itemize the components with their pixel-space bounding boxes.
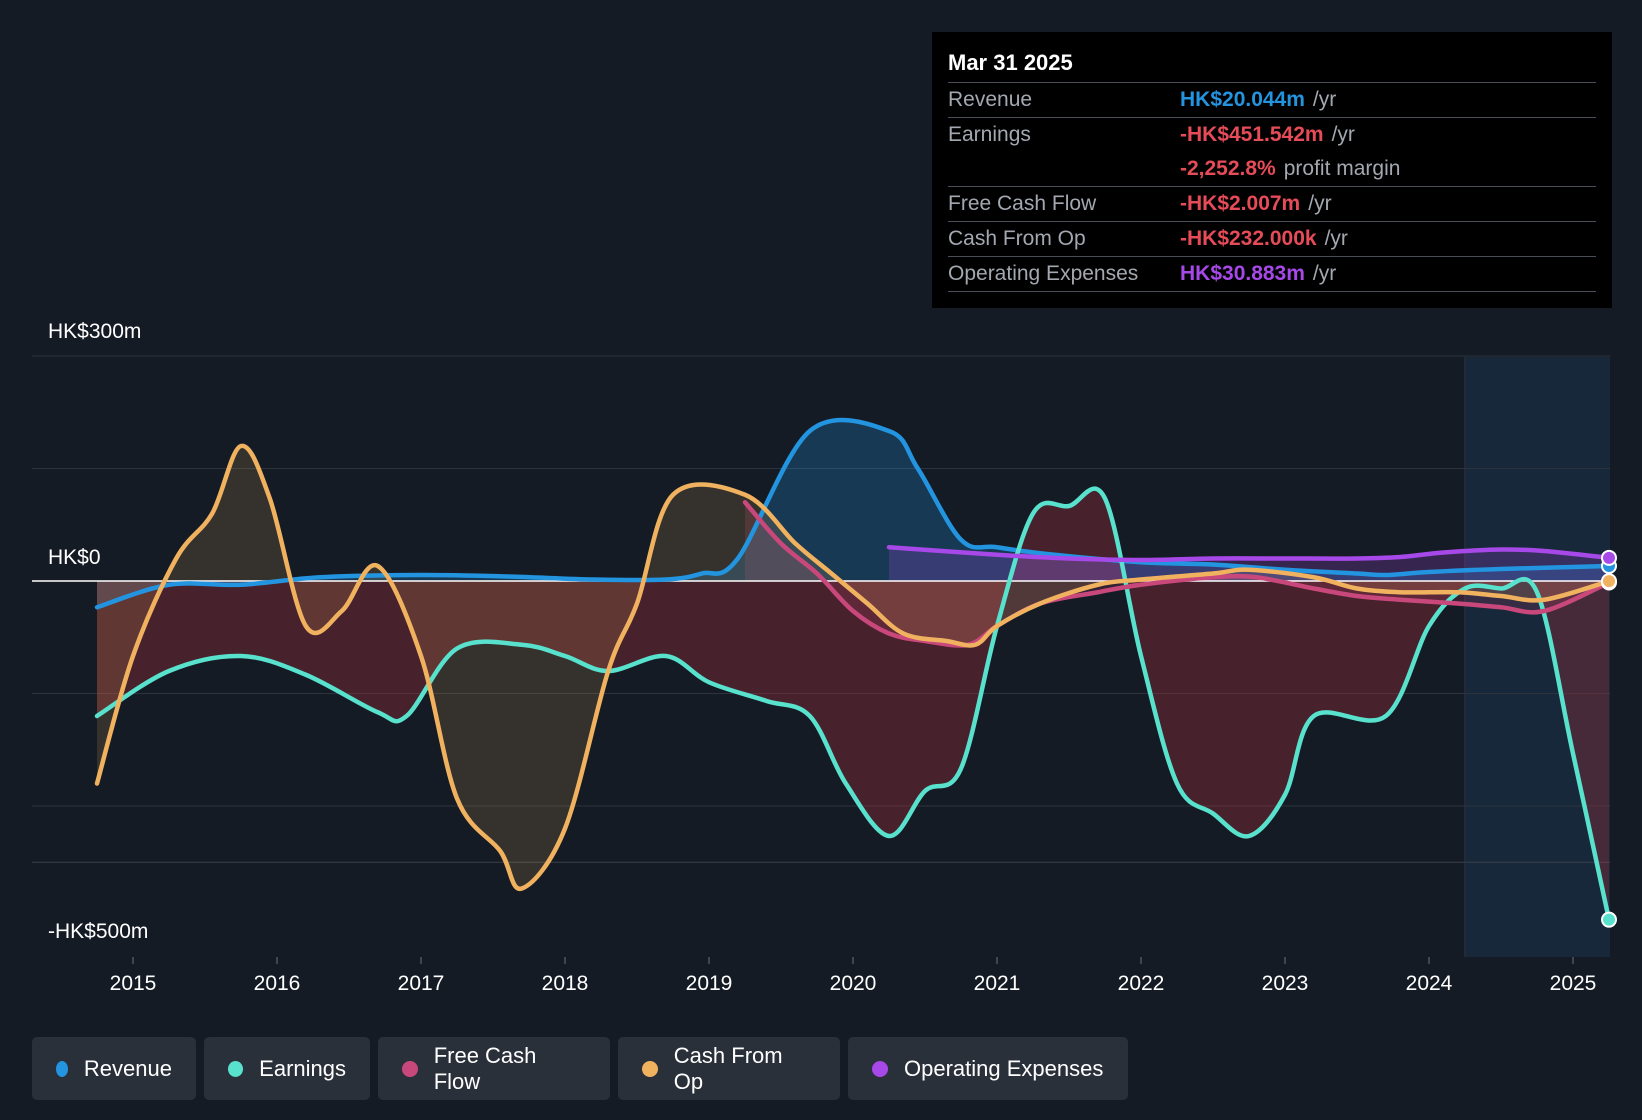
x-tick-label: 2020	[830, 972, 877, 995]
tooltip-date: Mar 31 2025	[948, 42, 1596, 83]
cash-from-op-legend-dot-icon	[642, 1060, 658, 1077]
tooltip-label: Free Cash Flow	[948, 192, 1097, 215]
tooltip-row-cash-from-op: Cash From Op -HK$232.000k /yr	[948, 222, 1596, 257]
legend-label: Revenue	[83, 1055, 172, 1081]
x-tick-label: 2021	[974, 972, 1021, 995]
tooltip-value: -HK$2.007m	[1180, 192, 1301, 215]
tooltip-label: Earnings	[948, 123, 1031, 146]
tooltip-value: -2,252.8%	[1180, 157, 1276, 180]
x-tick-label: 2025	[1550, 972, 1597, 995]
x-tick-label: 2024	[1406, 972, 1453, 995]
plot-background	[32, 357, 1610, 957]
x-tick-label: 2019	[686, 972, 733, 995]
tooltip-row-revenue: Revenue HK$20.044m /yr	[948, 83, 1596, 118]
tooltip-value: HK$20.044m	[1180, 88, 1305, 111]
gridlines	[32, 355, 1610, 957]
series-endpoints	[1601, 549, 1617, 928]
tooltip-label	[948, 152, 1180, 186]
forecast-region	[1466, 357, 1610, 957]
operating-expenses-line	[886, 545, 1612, 563]
legend-operating-expenses[interactable]: Operating Expenses	[848, 1037, 1128, 1100]
tooltip-unit: /yr	[1312, 262, 1337, 285]
tooltip-unit: /yr	[1308, 192, 1332, 215]
earnings-legend-dot-icon	[228, 1060, 244, 1077]
tooltip-unit: profit margin	[1283, 157, 1401, 180]
tooltip-row-operating-expenses: Operating Expenses HK$30.883m /yr	[948, 257, 1596, 292]
tooltip-value: -HK$451.542m	[1180, 123, 1324, 146]
legend-earnings[interactable]: Earnings	[204, 1037, 370, 1100]
data-tooltip: Mar 31 2025 Revenue HK$20.044m /yr Earni…	[932, 32, 1612, 308]
revenue-line	[94, 417, 1612, 610]
earnings-endpoint	[1601, 911, 1617, 928]
y-label-bottom: -HK$500m	[48, 920, 149, 943]
tooltip-unit: /yr	[1324, 227, 1348, 250]
legend-label: Free Cash Flow	[433, 1042, 537, 1094]
legend-revenue[interactable]: Revenue	[32, 1037, 196, 1100]
tooltip-row-earnings: Earnings -HK$451.542m /yr	[948, 118, 1596, 152]
tooltip-unit: /yr	[1331, 123, 1355, 146]
tooltip-row-free-cash-flow: Free Cash Flow -HK$2.007m /yr	[948, 187, 1596, 222]
free-cash-flow-legend-dot-icon	[402, 1060, 418, 1077]
tooltip-label: Cash From Op	[948, 227, 1086, 250]
series-lines	[32, 417, 1612, 922]
x-tick-label: 2016	[254, 972, 301, 995]
y-label-top: HK$300m	[48, 320, 142, 343]
legend-label: Operating Expenses	[904, 1055, 1104, 1081]
earnings-line	[94, 486, 1612, 922]
x-tick-label: 2022	[1118, 972, 1165, 995]
x-tick-label: 2023	[1262, 972, 1309, 995]
legend-label: Earnings	[259, 1055, 346, 1081]
x-axis: 2015 2016 2017 2018 2019 2020 2021 2022 2023 2024…	[110, 957, 1597, 995]
tooltip-value: HK$30.883m	[1180, 262, 1305, 285]
revenue-area	[97, 420, 1609, 608]
earnings-area	[97, 488, 1609, 920]
operating-expenses-endpoint	[1601, 549, 1617, 566]
tooltip-value: -HK$232.000k	[1180, 227, 1317, 250]
y-label-zero: HK$0	[48, 546, 101, 569]
cash-from-op-line	[94, 443, 1612, 891]
x-tick-label: 2017	[398, 972, 445, 995]
x-tick-label: 2015	[110, 972, 157, 995]
free-cash-flow-area	[745, 502, 1609, 646]
cash-from-op-endpoint	[1601, 573, 1617, 590]
legend-cash-from-op[interactable]: Cash From Op	[618, 1037, 840, 1100]
legend-label: Cash From Op	[673, 1042, 783, 1094]
free-cash-flow-line	[742, 500, 1612, 648]
cash-from-op-area	[97, 445, 1609, 889]
tooltip-label: Revenue	[948, 88, 1033, 111]
tooltip-unit: /yr	[1312, 88, 1337, 111]
tooltip-label: Operating Expenses	[948, 262, 1139, 285]
legend-free-cash-flow[interactable]: Free Cash Flow	[378, 1037, 610, 1100]
revenue-legend-dot-icon	[56, 1060, 68, 1077]
tooltip-row-profit-margin: -2,252.8% profit margin	[948, 152, 1596, 187]
x-tick-label: 2018	[542, 972, 589, 995]
operating-expenses-legend-dot-icon	[872, 1060, 888, 1077]
